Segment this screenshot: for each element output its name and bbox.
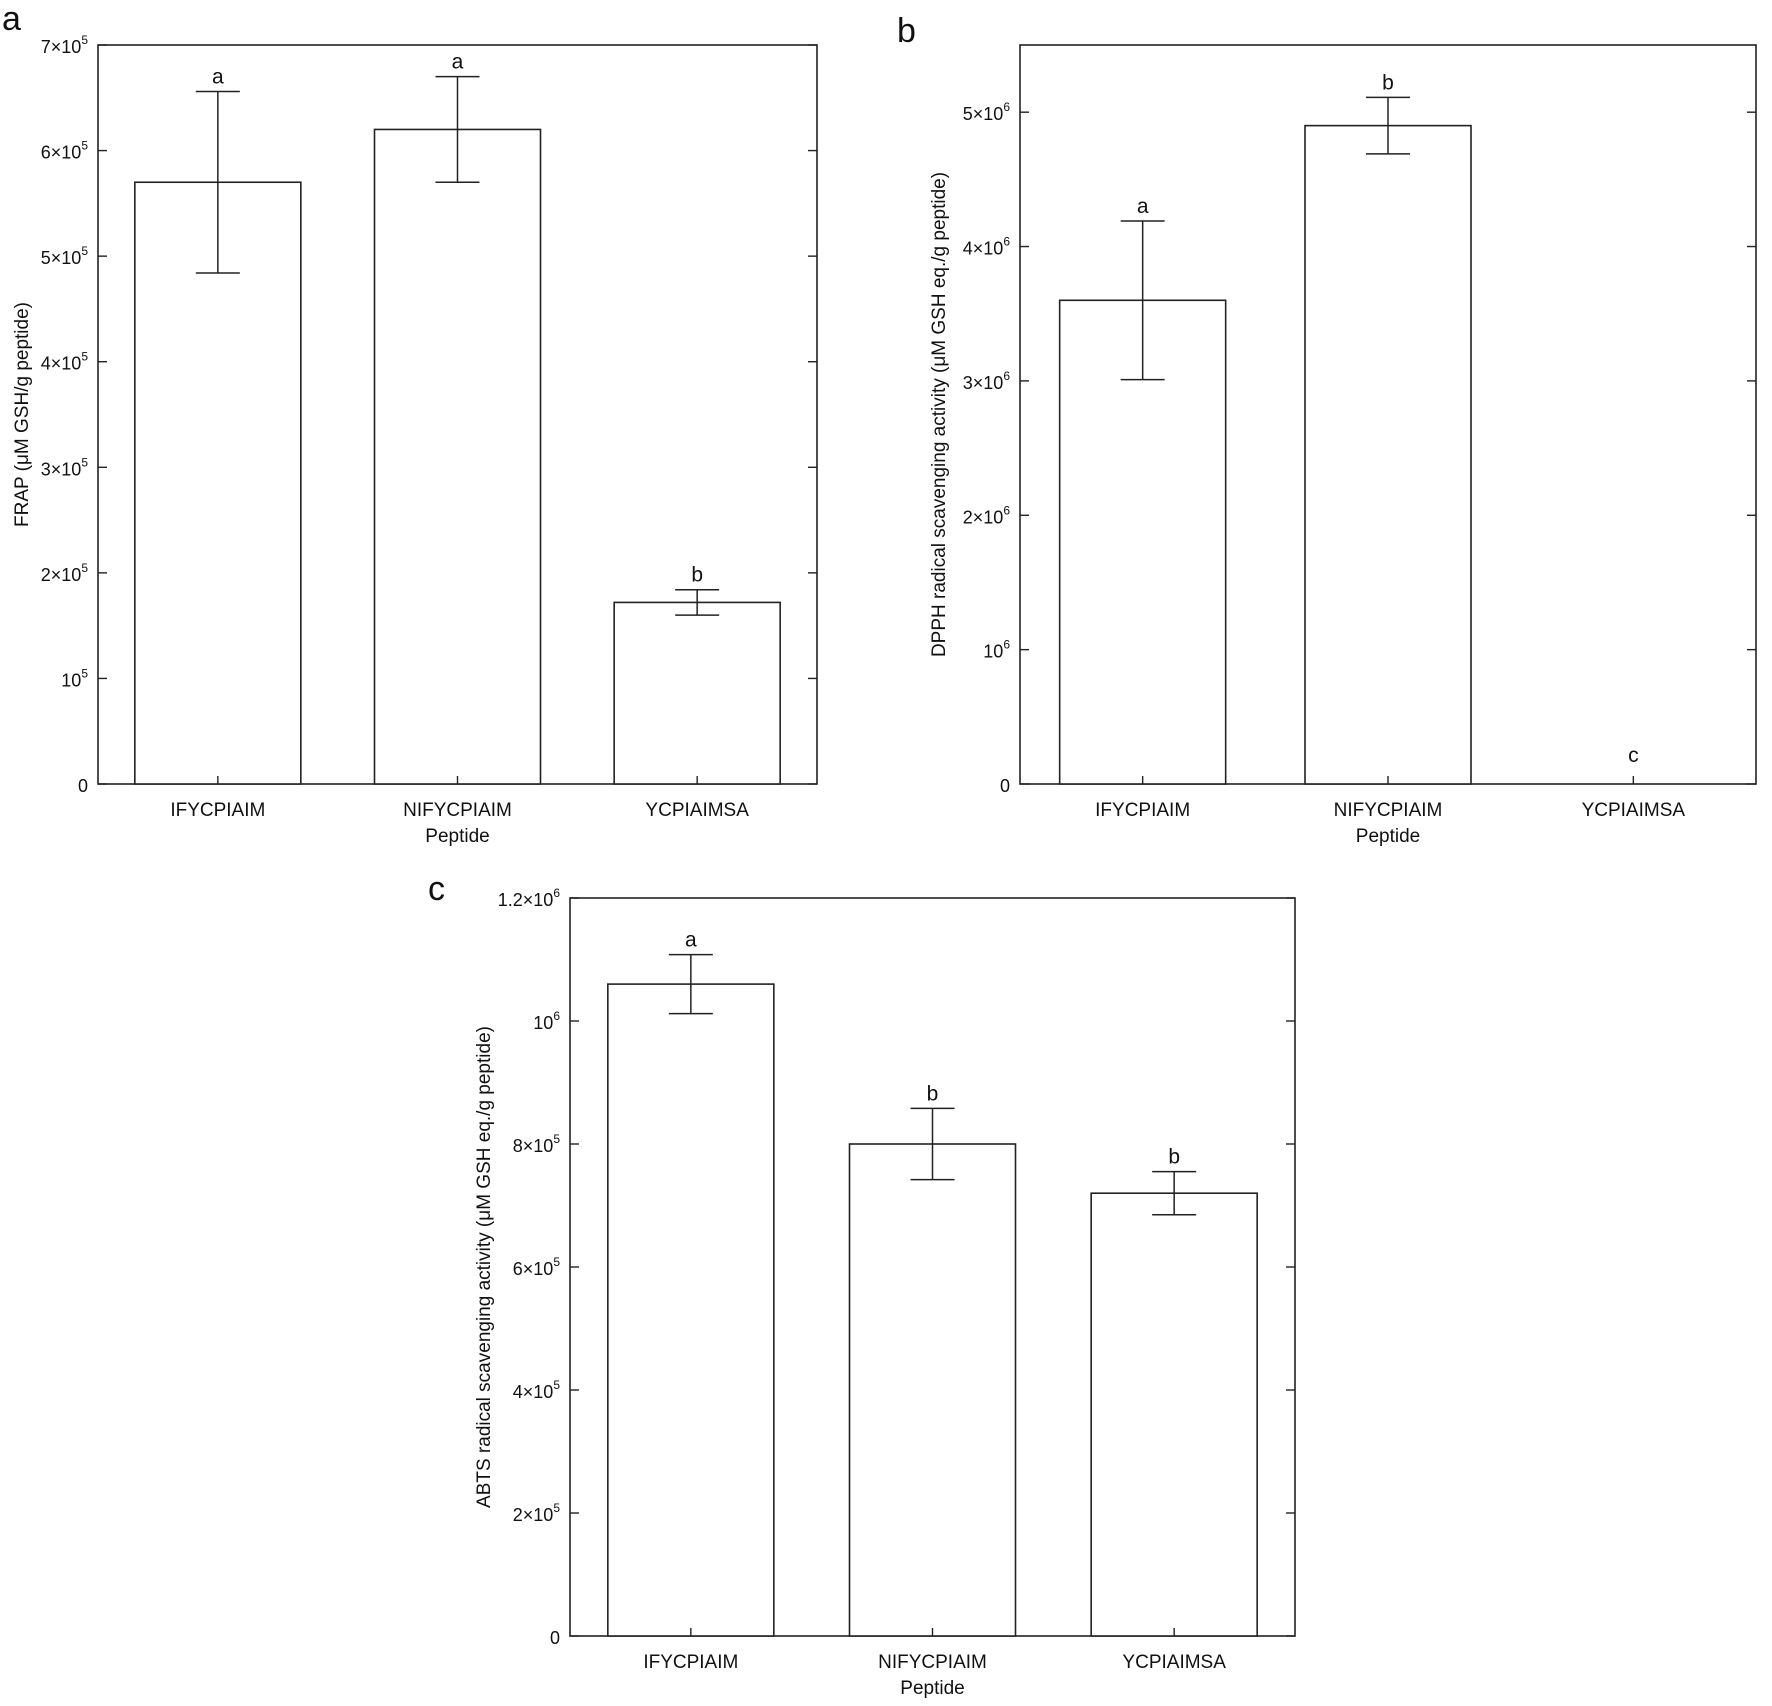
y-tick-label: 3×106: [963, 369, 1011, 393]
error-bar: [435, 75, 480, 183]
x-axis-title: Peptide: [1356, 826, 1420, 847]
y-axis-title: DPPH radical scavenging activity (μM GSH…: [929, 172, 950, 657]
x-tick-label: NIFYCPIAIM: [878, 1652, 987, 1673]
x-tick-label: IFYCPIAIM: [643, 1652, 738, 1673]
y-tick-label: 106: [533, 1009, 560, 1033]
x-axis-title: Peptide: [425, 826, 489, 847]
y-tick-label: 105: [61, 666, 88, 690]
chart-panel-b: b 0 106 2×106 3×106 4×106 5×106 a IFYCPIAIM b NIFY…: [897, 12, 1757, 847]
x-tick-label: NIFYCPIAIM: [403, 800, 512, 821]
error-bar: [1152, 1170, 1197, 1216]
significance-label: b: [1168, 1146, 1180, 1169]
panel-letter: b: [897, 12, 916, 50]
y-tick-label: 4×105: [41, 350, 89, 374]
bar: [607, 983, 775, 1637]
significance-label: a: [212, 65, 224, 88]
significance-label: b: [691, 564, 703, 587]
y-tick-label: 7×105: [41, 33, 89, 57]
y-tick-label: 5×106: [963, 100, 1011, 124]
bar: [1090, 1192, 1258, 1637]
significance-label: b: [927, 1082, 939, 1105]
error-bar: [1366, 96, 1410, 155]
y-tick-label: 1.2×106: [498, 886, 561, 910]
y-tick-label: 4×105: [513, 1378, 561, 1402]
x-tick-label: IFYCPIAIM: [1095, 800, 1190, 821]
x-tick-label: YCPIAIMSA: [1582, 800, 1686, 821]
y-axis-title: FRAP (μM GSH/g peptide): [12, 302, 33, 527]
y-tick-label: 0: [78, 776, 88, 796]
significance-label: a: [1137, 195, 1149, 218]
significance-label: a: [452, 51, 464, 74]
y-tick-label: 0: [1000, 776, 1010, 796]
y-tick-label: 5×105: [41, 244, 89, 268]
error-bar: [195, 90, 240, 274]
chart-panel-c: c 0 2×105 4×105 6×105 8×105 106 1.2×106 a IFYCPIA…: [428, 870, 1296, 1699]
y-tick-label: 0: [550, 1628, 560, 1648]
error-bar: [1120, 220, 1165, 381]
bar: [134, 181, 302, 785]
y-tick-label: 6×105: [41, 139, 89, 163]
y-axis-title: ABTS radical scavenging activity (μM GSH…: [474, 1026, 495, 1508]
y-tick-label: 106: [983, 638, 1010, 662]
significance-label: c: [1628, 744, 1639, 767]
y-tick-label: 4×106: [963, 235, 1011, 259]
bar: [373, 128, 542, 785]
bar: [848, 1143, 1017, 1637]
x-tick-label: NIFYCPIAIM: [1334, 800, 1443, 821]
error-bar: [668, 953, 713, 1015]
panel-letter: a: [2, 0, 21, 38]
bar: [1304, 124, 1472, 785]
y-tick-label: 8×105: [513, 1132, 561, 1156]
x-tick-label: IFYCPIAIM: [170, 800, 265, 821]
bar: [613, 601, 781, 785]
error-bar: [675, 588, 720, 616]
x-tick-label: YCPIAIMSA: [645, 800, 749, 821]
y-tick-label: 2×105: [513, 1501, 561, 1525]
chart-panel-a: a 0 105 2×105 3×105 4×105 5×105 6×105 7×105 a IFYC…: [2, 0, 818, 847]
x-tick-label: YCPIAIMSA: [1122, 1652, 1226, 1673]
panel-letter: c: [428, 870, 445, 908]
y-tick-label: 2×105: [41, 561, 89, 585]
y-tick-label: 6×105: [513, 1255, 561, 1279]
significance-label: a: [685, 929, 697, 952]
y-tick-label: 2×106: [963, 503, 1011, 527]
y-tick-label: 3×105: [41, 455, 89, 479]
error-bar: [910, 1107, 955, 1181]
significance-label: b: [1382, 71, 1394, 94]
x-axis-title: Peptide: [900, 1678, 964, 1699]
